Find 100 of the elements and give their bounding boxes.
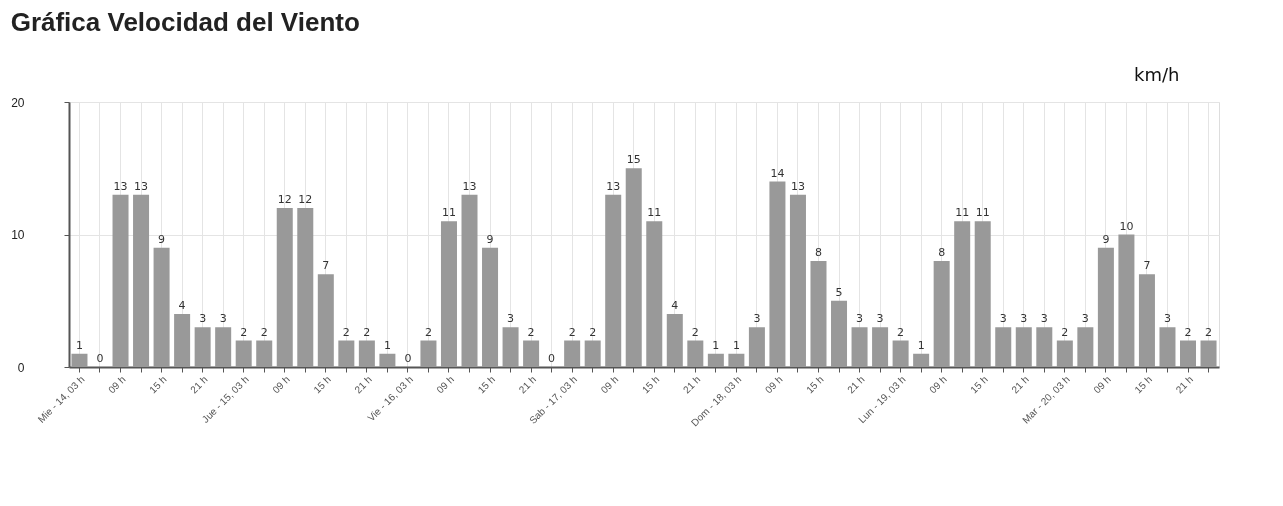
data-label: 12 [298,193,313,206]
data-label: 15 [626,153,641,167]
data-label: 0 [404,352,412,365]
bar [1180,340,1197,367]
data-label: 1 [732,338,740,352]
bar [810,261,827,367]
data-label: 3 [856,312,864,326]
data-label: 2 [424,325,432,339]
data-label: 11 [975,206,990,220]
bar [728,353,745,367]
bar [523,340,540,367]
bar [995,327,1012,367]
data-label: 13 [134,179,149,193]
x-tick-label: 21 h [680,373,703,396]
bar [133,194,150,367]
y-axis-title: km/h [1134,63,1180,85]
x-tick-label: 15 h [968,373,990,396]
bar [954,221,971,367]
data-label: 13 [113,179,128,193]
chart-title: Gráfica Velocidad del Viento [10,7,360,37]
data-label: 4 [178,299,186,312]
data-label: 3 [199,312,207,326]
x-tick-label: Mie - 14, 03 h [35,373,87,425]
x-tick-label: 21 h [188,373,210,396]
bar [769,181,786,367]
bar [748,327,765,367]
data-label: 2 [240,325,248,339]
bar [831,300,848,367]
bar [174,314,191,367]
bar [112,194,129,367]
bar [974,221,991,367]
x-tick-label: 15 h [311,373,333,396]
bar [564,340,581,367]
data-label: 3 [1081,312,1089,326]
bar [605,194,622,367]
data-label: 3 [1163,312,1171,326]
bar [707,353,724,367]
bar [1036,327,1053,367]
bar [317,274,334,367]
data-label: 11 [955,206,970,220]
x-tick-label: 21 h [352,373,374,396]
bar [1200,340,1217,367]
data-label: 2 [897,325,905,339]
data-label: 3 [876,312,884,326]
data-label: 7 [322,259,330,273]
x-tick-label: 15 h [804,373,826,396]
x-tick-label: 15 h [475,373,498,396]
data-label: 13 [790,179,805,193]
data-label: 11 [647,206,662,220]
data-label: 9 [1102,232,1110,246]
bar [1138,274,1155,367]
bar [461,194,478,367]
data-label: 2 [363,325,371,339]
x-tick-label: 09 h [434,373,457,396]
x-tick-label: 15 h [1132,373,1155,396]
bar [584,340,601,367]
data-label: 10 [1119,219,1134,233]
bar [913,353,930,367]
bar [646,221,663,367]
data-label: 13 [462,179,477,193]
x-tick-label: 21 h [516,373,539,396]
x-tick-label: 09 h [106,373,128,396]
data-label: 7 [1143,259,1151,273]
bar [892,340,909,367]
data-label: 14 [770,166,785,180]
x-tick-label: 21 h [1009,373,1031,396]
data-label: 2 [589,325,597,339]
data-label: 3 [753,312,761,326]
bar [625,168,642,367]
data-label: 2 [1205,325,1213,339]
bar [276,208,293,367]
data-label: 12 [277,193,292,206]
data-label: 1 [917,338,925,352]
x-tick-label: 09 h [927,373,949,396]
bar [789,194,806,367]
bar [502,327,519,367]
bar [687,340,704,367]
data-label: 2 [1061,325,1069,339]
data-label: 3 [507,312,515,326]
x-tick-label: 09 h [762,373,785,396]
x-tick-label: 15 h [639,373,662,396]
x-tick-label: 09 h [270,373,292,396]
data-label: 3 [219,312,227,326]
bar [420,340,437,367]
bar [256,340,273,367]
bar [872,327,889,367]
data-label: 5 [835,285,843,299]
x-tick-label: 21 h [1173,373,1196,396]
bar [358,340,375,367]
bar [1077,327,1094,367]
bar [482,247,499,367]
data-label: 8 [938,246,946,259]
bar [235,340,252,367]
bar [1015,327,1032,367]
bar [338,340,355,367]
data-label: 0 [96,352,104,365]
data-label: 2 [342,325,350,339]
bar [1118,234,1135,367]
y-tick-label: 0 [17,360,25,375]
bar [1097,247,1114,367]
